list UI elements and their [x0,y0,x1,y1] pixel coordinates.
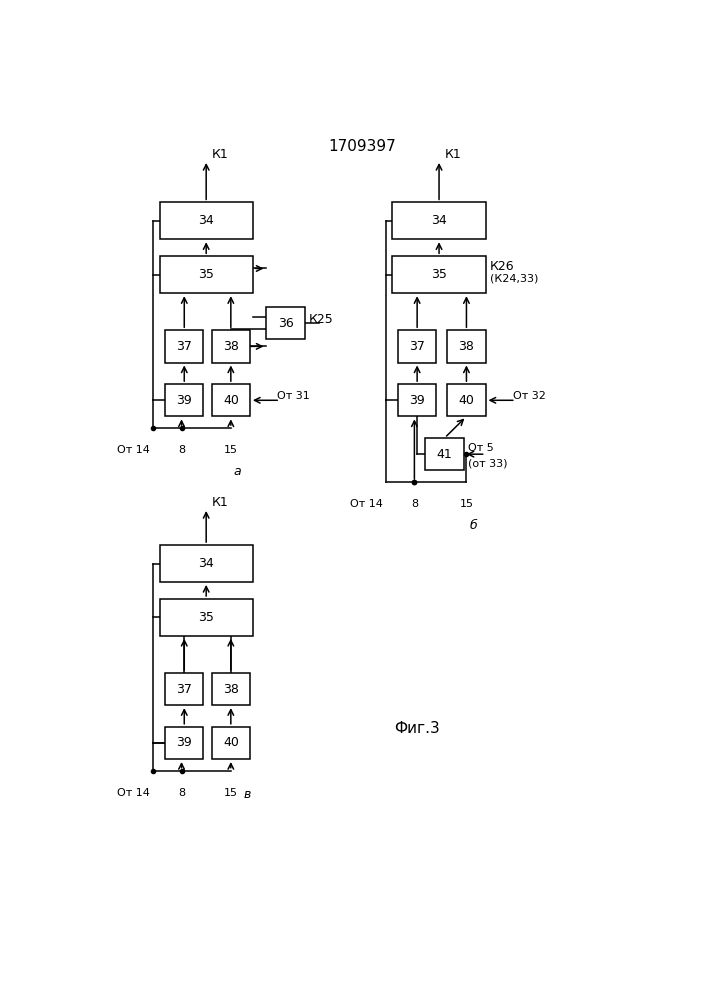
Text: 15: 15 [224,788,238,798]
Text: 34: 34 [198,557,214,570]
Text: 40: 40 [223,736,239,749]
FancyBboxPatch shape [160,599,253,636]
Text: б: б [469,519,477,532]
Text: 39: 39 [409,394,425,407]
Text: К1: К1 [211,496,228,509]
FancyBboxPatch shape [211,384,250,416]
FancyBboxPatch shape [165,673,204,705]
Text: К1: К1 [211,148,228,161]
Text: 38: 38 [459,340,474,353]
Text: От 14: От 14 [117,445,151,455]
Text: а: а [233,465,241,478]
FancyBboxPatch shape [426,438,464,470]
FancyBboxPatch shape [448,330,486,363]
Text: 1709397: 1709397 [329,139,396,154]
Text: 34: 34 [431,214,447,227]
Text: 39: 39 [176,736,192,749]
Text: От 32: От 32 [513,391,546,401]
Text: К26: К26 [490,260,515,273]
Text: От 5: От 5 [468,443,493,453]
FancyBboxPatch shape [398,384,436,416]
Text: 15: 15 [460,499,474,509]
Text: 39: 39 [176,394,192,407]
Text: 8: 8 [178,788,185,798]
Text: 38: 38 [223,683,239,696]
FancyBboxPatch shape [392,256,486,293]
FancyBboxPatch shape [267,307,305,339]
Text: 35: 35 [198,611,214,624]
Text: К1: К1 [445,148,461,161]
Text: 37: 37 [176,340,192,353]
Text: От 31: От 31 [277,391,310,401]
Text: в: в [244,788,251,801]
Text: От 14: От 14 [350,499,383,509]
Text: Фиг.3: Фиг.3 [395,721,440,736]
Text: 40: 40 [459,394,474,407]
FancyBboxPatch shape [211,330,250,363]
Text: 8: 8 [178,445,185,455]
Text: От 14: От 14 [117,788,151,798]
FancyBboxPatch shape [392,202,486,239]
Text: 15: 15 [224,445,238,455]
Text: (К24,33): (К24,33) [490,273,538,283]
Text: 36: 36 [278,317,293,330]
FancyBboxPatch shape [398,330,436,363]
Text: 35: 35 [431,268,447,281]
FancyBboxPatch shape [165,384,204,416]
FancyBboxPatch shape [448,384,486,416]
Text: 41: 41 [437,448,452,461]
FancyBboxPatch shape [211,727,250,759]
Text: 37: 37 [409,340,425,353]
Text: 8: 8 [411,499,418,509]
Text: (от 33): (от 33) [468,458,508,468]
FancyBboxPatch shape [160,202,253,239]
Text: 35: 35 [198,268,214,281]
Text: К25: К25 [309,313,334,326]
Text: 34: 34 [198,214,214,227]
Text: 38: 38 [223,340,239,353]
FancyBboxPatch shape [165,727,204,759]
Text: 40: 40 [223,394,239,407]
FancyBboxPatch shape [160,256,253,293]
FancyBboxPatch shape [211,673,250,705]
FancyBboxPatch shape [165,330,204,363]
FancyBboxPatch shape [160,545,253,582]
Text: 37: 37 [176,683,192,696]
